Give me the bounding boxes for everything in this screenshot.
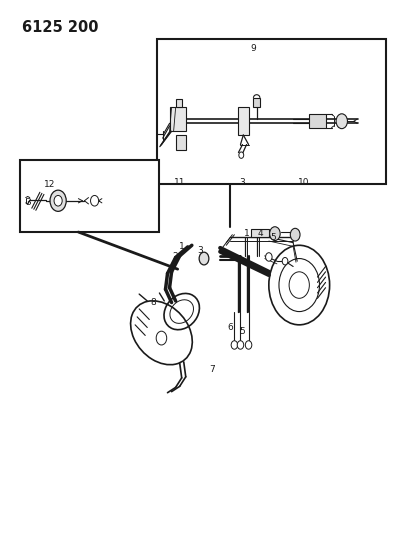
Polygon shape bbox=[253, 98, 260, 108]
Circle shape bbox=[50, 190, 66, 212]
Text: 9: 9 bbox=[251, 44, 256, 53]
Circle shape bbox=[237, 341, 244, 349]
Circle shape bbox=[199, 252, 209, 265]
Text: 12: 12 bbox=[44, 180, 56, 189]
Text: 10: 10 bbox=[297, 178, 309, 187]
Polygon shape bbox=[309, 114, 326, 127]
Polygon shape bbox=[238, 108, 248, 135]
Text: 5: 5 bbox=[239, 327, 245, 336]
Text: 4: 4 bbox=[258, 229, 264, 238]
Circle shape bbox=[336, 114, 348, 128]
Text: 3: 3 bbox=[25, 198, 31, 207]
Bar bbox=[157, 38, 386, 184]
Text: 3: 3 bbox=[197, 246, 203, 255]
Text: 3: 3 bbox=[239, 178, 245, 187]
Text: 1: 1 bbox=[244, 229, 249, 238]
Circle shape bbox=[54, 196, 62, 206]
Circle shape bbox=[282, 257, 288, 265]
Text: 2: 2 bbox=[173, 253, 178, 262]
Text: 1: 1 bbox=[179, 242, 184, 251]
Text: 5: 5 bbox=[270, 233, 276, 242]
Circle shape bbox=[270, 227, 280, 240]
Text: 6: 6 bbox=[228, 323, 233, 332]
Circle shape bbox=[245, 341, 252, 349]
Polygon shape bbox=[175, 100, 182, 108]
Text: 7: 7 bbox=[209, 366, 215, 374]
Bar bbox=[20, 160, 160, 232]
Text: 11: 11 bbox=[174, 178, 186, 187]
Circle shape bbox=[231, 341, 237, 349]
Circle shape bbox=[91, 196, 99, 206]
Polygon shape bbox=[251, 229, 269, 237]
Circle shape bbox=[239, 152, 244, 158]
Polygon shape bbox=[170, 108, 186, 131]
Text: 8: 8 bbox=[151, 298, 156, 307]
Text: 6125 200: 6125 200 bbox=[22, 20, 98, 35]
Circle shape bbox=[266, 253, 272, 261]
Polygon shape bbox=[175, 135, 186, 150]
Circle shape bbox=[290, 228, 300, 241]
